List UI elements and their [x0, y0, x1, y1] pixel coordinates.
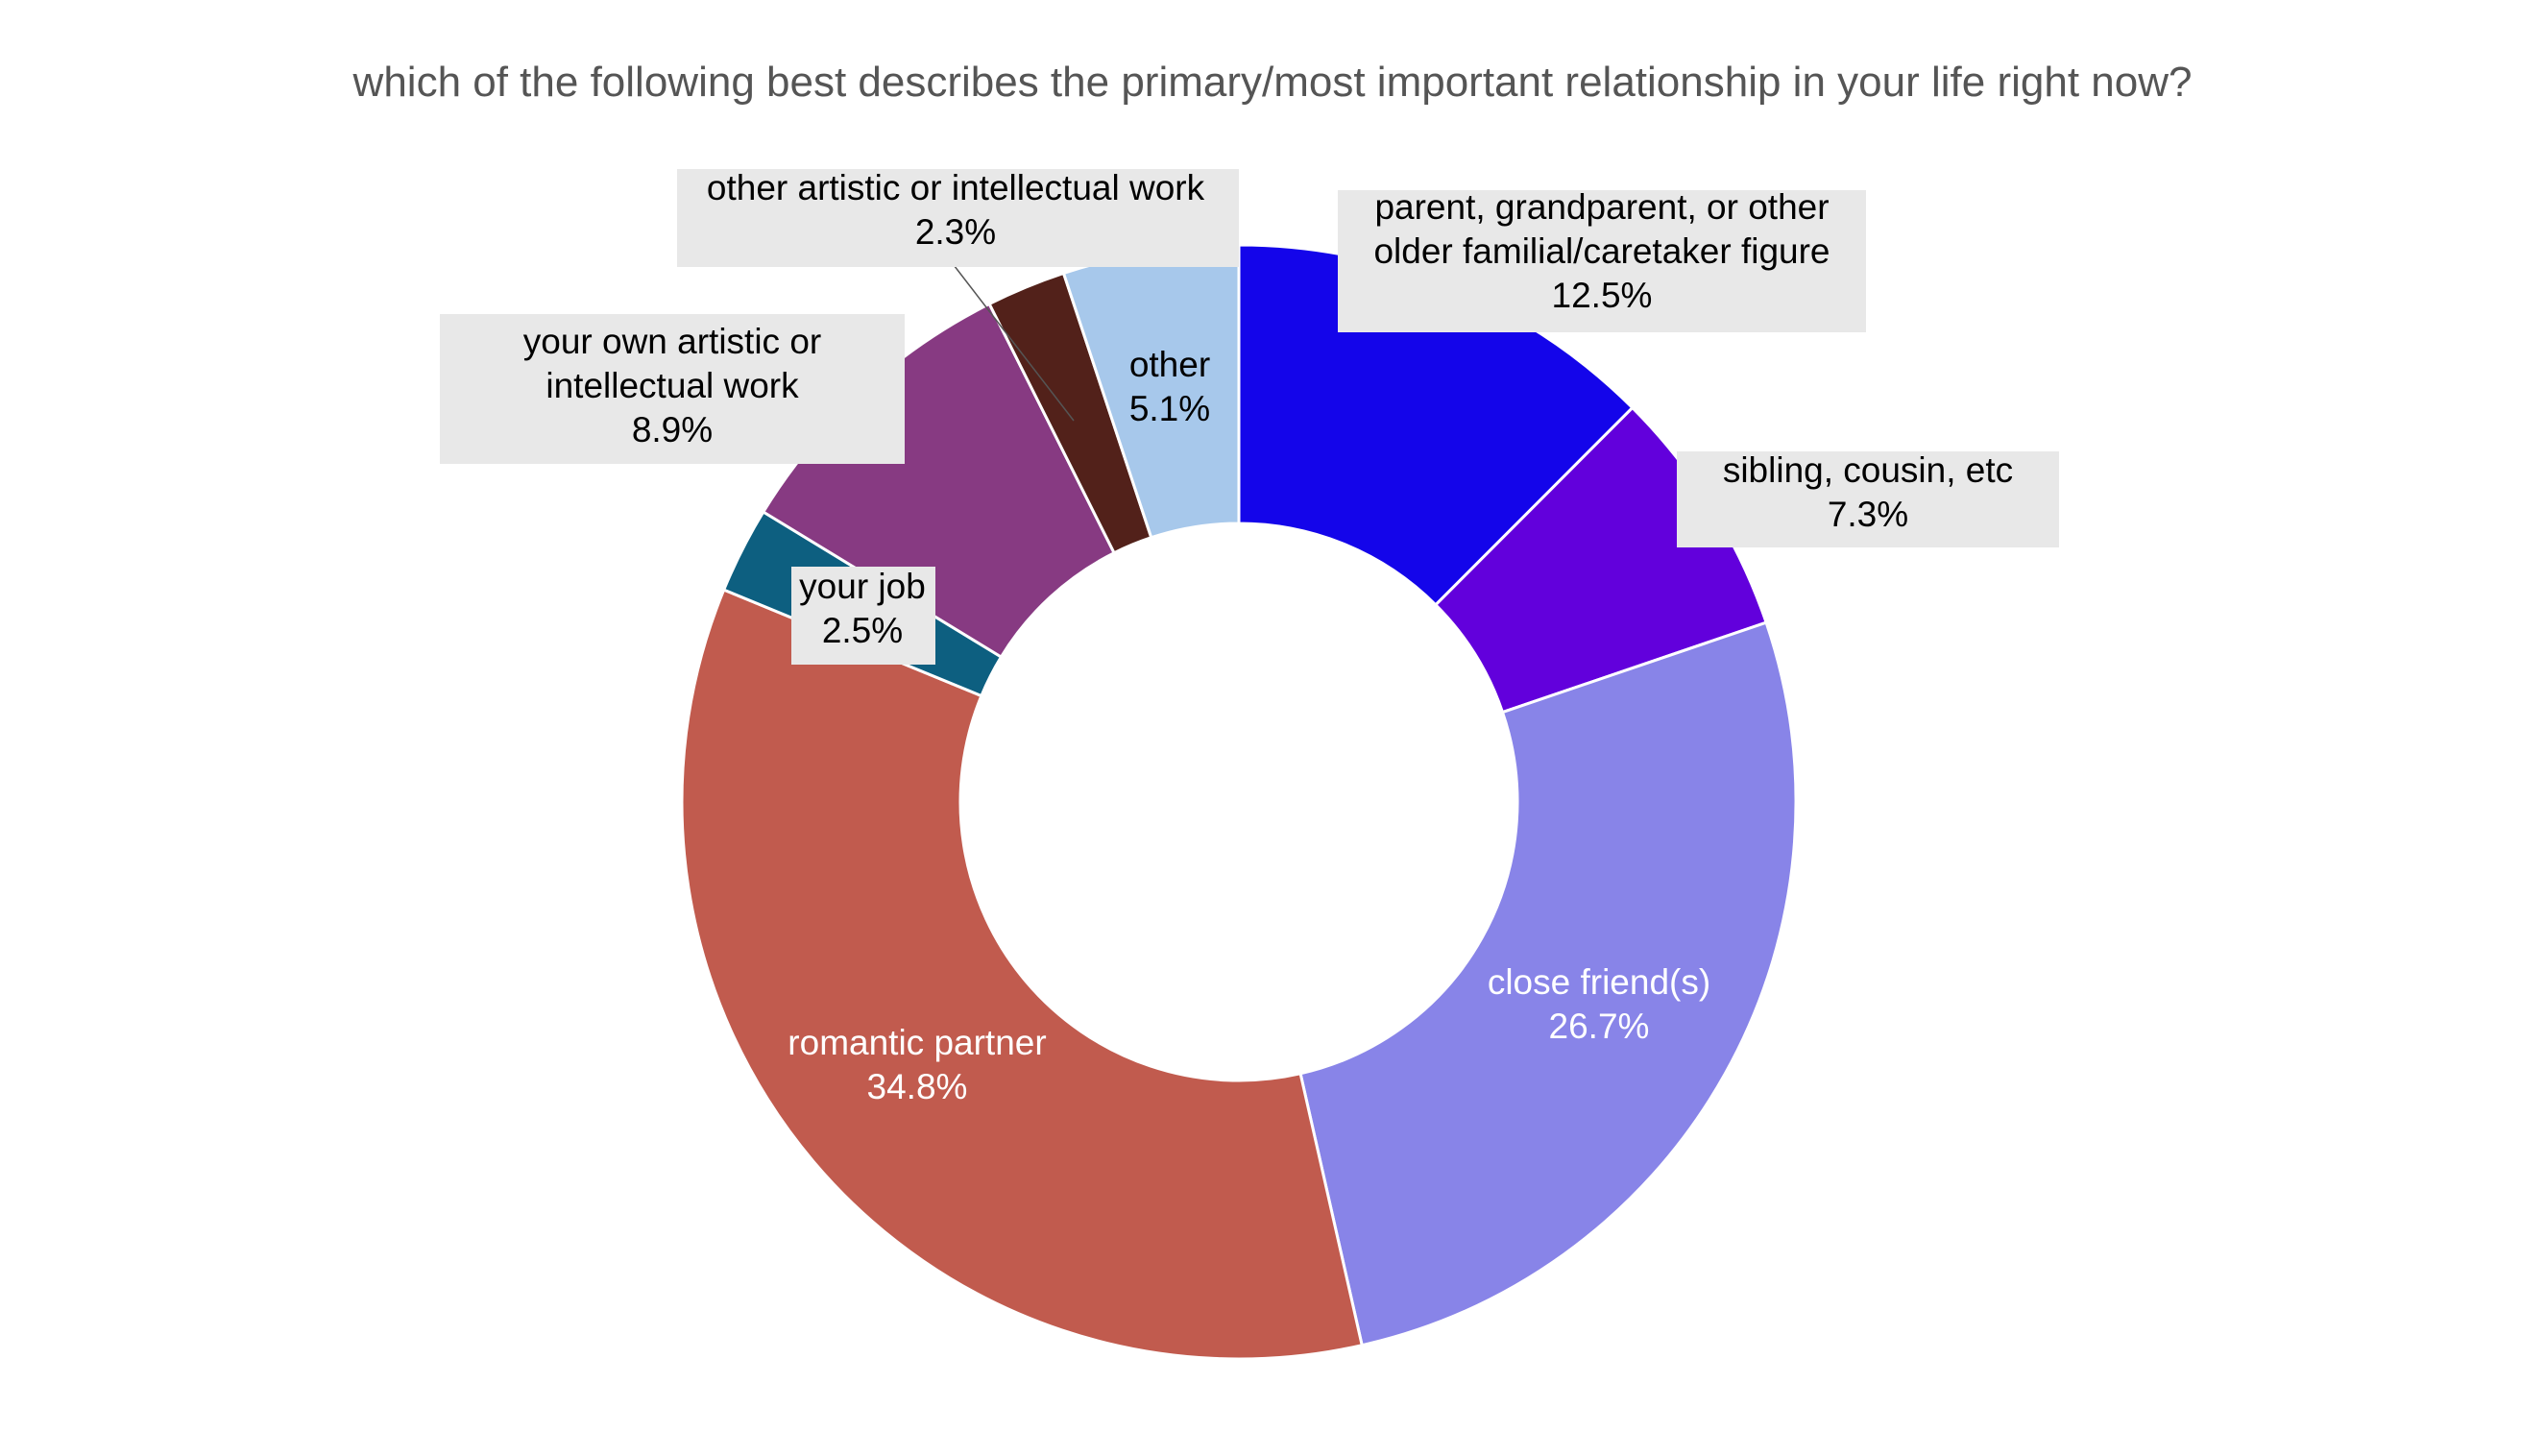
slice-label-your-job: your job [799, 567, 926, 606]
value-label-other-artistic-or-intellectual-work: 2.3% [915, 212, 996, 252]
slice-label-romantic-partner: romantic partner [788, 1023, 1046, 1062]
slice-romantic-partner [680, 588, 1364, 1361]
value-label-your-job: 2.5% [822, 611, 903, 650]
value-label-romantic-partner: 34.8% [867, 1067, 968, 1106]
label-box-other-artistic-or-intellectual-work [677, 169, 1239, 267]
value-label-close-friend-s: 26.7% [1549, 1007, 1650, 1046]
value-label-sibling-cousin-etc: 7.3% [1828, 495, 1908, 534]
label-box-parent-grandparent-or-other-older-familial-caretaker-figure [1338, 190, 1866, 332]
value-label-your-own-artistic-or-intellectual-work: 8.9% [632, 410, 713, 449]
slice-close-friend-s [1298, 620, 1798, 1347]
slice-label-sibling-cousin-etc: sibling, cousin, etc [1723, 450, 2013, 490]
label-box-sibling-cousin-etc [1677, 451, 2059, 547]
slice-label-parent-grandparent-or-other-older-familial-caretaker-figure: parent, grandparent, or other [1374, 187, 1829, 227]
leader-line [950, 260, 1075, 422]
slice-label-close-friend-s: close friend(s) [1488, 962, 1710, 1002]
slices-group [680, 243, 1798, 1361]
slice-label-other-artistic-or-intellectual-work: other artistic or intellectual work [707, 168, 1205, 207]
label-box-your-own-artistic-or-intellectual-work [440, 314, 905, 464]
value-label-parent-grandparent-or-other-older-familial-caretaker-figure: 12.5% [1552, 276, 1653, 315]
slice-label-parent-grandparent-or-other-older-familial-caretaker-figure: older familial/caretaker figure [1373, 231, 1830, 271]
value-label-other: 5.1% [1129, 389, 1210, 428]
label-box-your-job [791, 567, 935, 665]
chart-title: which of the following best describes th… [352, 59, 2193, 106]
slice-label-other: other [1129, 345, 1210, 384]
slice-label-your-own-artistic-or-intellectual-work: your own artistic or [523, 322, 822, 361]
slice-label-your-own-artistic-or-intellectual-work: intellectual work [545, 366, 799, 405]
